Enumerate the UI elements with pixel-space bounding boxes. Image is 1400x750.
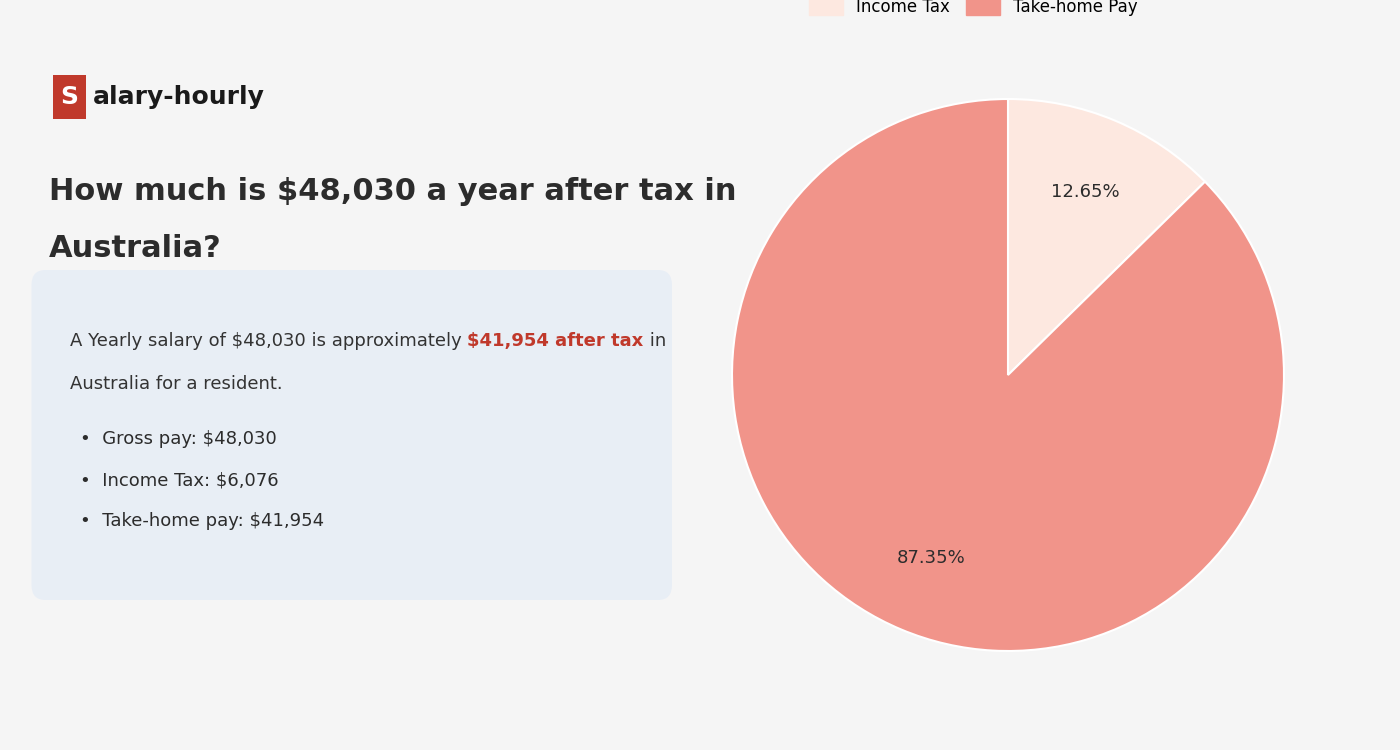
FancyBboxPatch shape: [53, 75, 87, 118]
Wedge shape: [732, 99, 1284, 651]
FancyBboxPatch shape: [31, 270, 672, 600]
Text: 12.65%: 12.65%: [1050, 183, 1119, 201]
Text: in: in: [644, 332, 666, 350]
Text: How much is $48,030 a year after tax in: How much is $48,030 a year after tax in: [49, 177, 736, 206]
Text: A Yearly salary of $48,030 is approximately: A Yearly salary of $48,030 is approximat…: [70, 332, 468, 350]
Text: $41,954 after tax: $41,954 after tax: [468, 332, 644, 350]
Text: S: S: [60, 85, 78, 109]
Text: Australia for a resident.: Australia for a resident.: [70, 375, 283, 393]
Wedge shape: [1008, 99, 1205, 375]
Text: •  Take-home pay: $41,954: • Take-home pay: $41,954: [81, 512, 325, 530]
Text: Australia?: Australia?: [49, 235, 221, 263]
Legend: Income Tax, Take-home Pay: Income Tax, Take-home Pay: [801, 0, 1147, 25]
Text: •  Gross pay: $48,030: • Gross pay: $48,030: [81, 430, 277, 448]
Text: alary-hourly: alary-hourly: [92, 85, 265, 109]
Text: •  Income Tax: $6,076: • Income Tax: $6,076: [81, 471, 279, 489]
Text: 87.35%: 87.35%: [897, 549, 966, 567]
